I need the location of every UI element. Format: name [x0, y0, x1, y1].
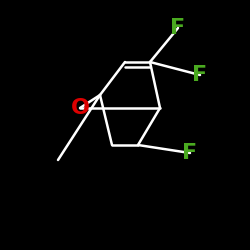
Text: O: O — [70, 98, 90, 118]
Text: F: F — [170, 18, 186, 38]
Text: F: F — [182, 143, 198, 163]
Text: F: F — [192, 65, 208, 85]
